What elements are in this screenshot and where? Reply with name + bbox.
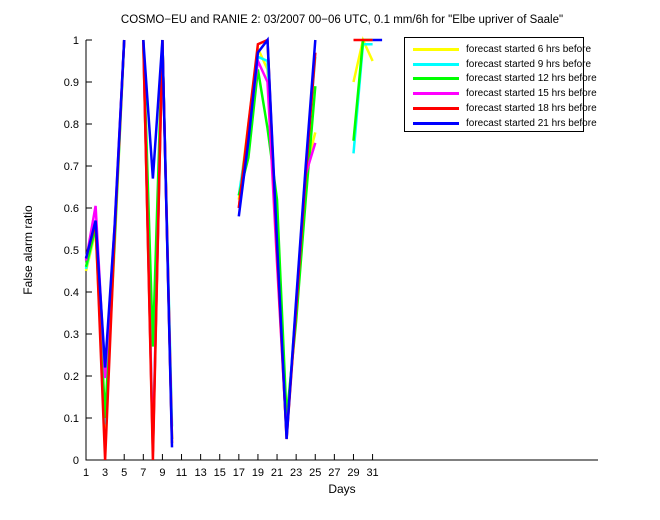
chart-title: COSMO−EU and RANIE 2: 03/2007 00−06 UTC,… (120, 14, 564, 26)
y-tick-label: 0.9 (64, 77, 79, 89)
x-tick-label: 13 (195, 467, 207, 479)
legend-label: forecast started 9 hrs before (466, 58, 592, 70)
legend-item: forecast started 18 hrs before (405, 101, 597, 116)
legend-line-swatch (413, 121, 459, 125)
legend-label: forecast started 21 hrs before (466, 117, 597, 129)
x-tick-label: 5 (121, 467, 127, 479)
x-tick-label: 31 (366, 467, 378, 479)
x-tick-label: 27 (328, 467, 340, 479)
x-tick-label: 19 (252, 467, 264, 479)
y-tick-label: 0.7 (64, 161, 79, 173)
legend-box: forecast started 6 hrs before forecast st… (404, 37, 597, 132)
legend-item: forecast started 21 hrs before (405, 116, 597, 131)
x-tick-label: 7 (140, 467, 146, 479)
x-tick-label: 17 (233, 467, 245, 479)
x-tick-label: 25 (309, 467, 321, 479)
legend-line-swatch (413, 47, 459, 51)
series-line (84, 39, 126, 368)
legend-label: forecast started 15 hrs before (466, 88, 597, 100)
y-tick-label: 0.6 (64, 203, 79, 215)
y-tick-label: 0.8 (64, 119, 79, 131)
y-tick-label: 0.4 (64, 287, 79, 299)
legend-line-swatch (413, 107, 459, 111)
legend-line-swatch (413, 77, 459, 81)
legend-item: forecast started 12 hrs before (405, 72, 597, 87)
legend-item: forecast started 9 hrs before (405, 57, 591, 72)
x-tick-label: 9 (159, 467, 165, 479)
legend-label: forecast started 12 hrs before (466, 73, 597, 85)
x-tick-label: 23 (290, 467, 302, 479)
series-line (237, 69, 317, 419)
series-line (142, 39, 174, 448)
series-line (84, 39, 126, 379)
x-tick-label: 29 (347, 467, 359, 479)
x-tick-label: 3 (102, 467, 108, 479)
x-tick-label: 1 (83, 467, 89, 479)
y-axis-label: False alarm ratio (21, 205, 35, 295)
legend-label: forecast started 18 hrs before (466, 103, 597, 115)
legend-label: forecast started 6 hrs before (466, 43, 592, 55)
x-tick-label: 11 (176, 467, 187, 479)
series-line (237, 36, 317, 440)
legend-line-swatch (413, 62, 459, 66)
x-tick-label: 21 (271, 467, 283, 479)
y-tick-label: 0.1 (64, 413, 79, 425)
legend-item: forecast started 6 hrs before (405, 42, 591, 57)
legend-line-swatch (413, 92, 459, 96)
y-tick-label: 0.3 (64, 329, 79, 341)
x-tick-label: 15 (214, 467, 226, 479)
y-tick-label: 0.5 (64, 245, 79, 257)
x-axis-label: Days (328, 482, 356, 496)
legend-item: forecast started 15 hrs before (405, 86, 597, 101)
y-tick-label: 0 (73, 455, 79, 467)
y-tick-label: 0.2 (64, 371, 79, 383)
y-tick-label: 1 (73, 35, 79, 47)
